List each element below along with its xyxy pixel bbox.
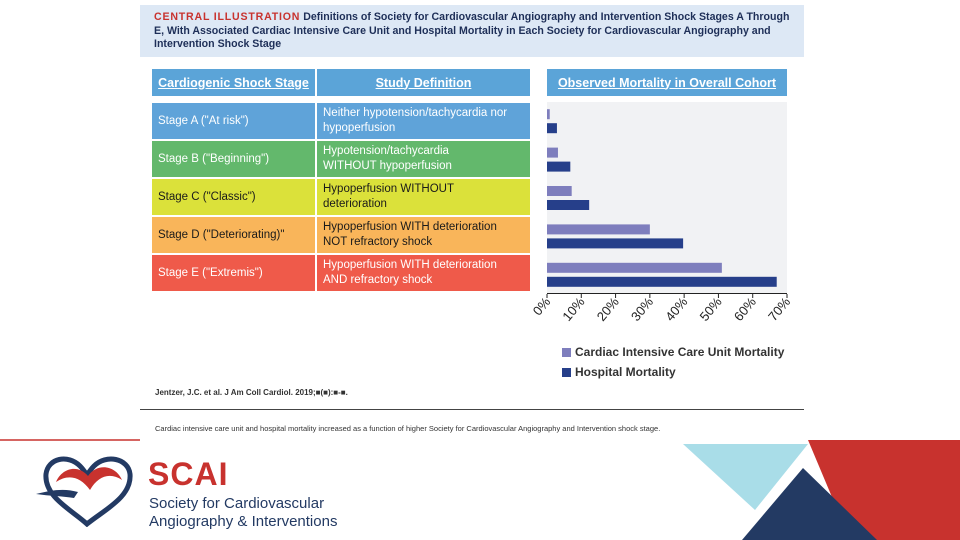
legend-swatch-cicu (562, 347, 571, 357)
navy-shape (742, 468, 877, 540)
legend-swatch-hospital (562, 367, 571, 377)
definition-cell: Hypoperfusion WITH deterioration NOT refr… (317, 217, 530, 253)
illustration-header: CENTRAL ILLUSTRATION Definitions of Soci… (140, 5, 804, 57)
column-header-definition: Study Definition (317, 69, 530, 96)
definition-cell: Neither hypotension/tachycardia nor hypop… (317, 103, 530, 139)
stage-cell: Stage E ("Extremis") (152, 255, 315, 291)
definition-cell: Hypoperfusion WITH deterioration AND refr… (317, 255, 530, 291)
stage-label: Stage C ("Classic") (158, 190, 256, 203)
legend-label-cicu: Cardiac Intensive Care Unit Mortality (575, 345, 785, 359)
x-tick-label: 20% (594, 294, 622, 324)
definition-line-2: NOT refractory shock (323, 236, 433, 248)
x-tick-label: 60% (731, 294, 759, 324)
illustration-title: Definitions of Society for Cardiovascula… (154, 11, 790, 51)
stage-cell: Stage D ("Deteriorating)" (152, 217, 315, 253)
bar-hospital-stage-c (547, 200, 590, 210)
chart-title: Observed Mortality in Overall Cohort (547, 69, 787, 96)
legend-item-hospital: Hospital Mortality (562, 365, 676, 379)
definition-line-2: deterioration (323, 198, 387, 210)
stage-label: Stage E ("Extremis") (158, 266, 263, 279)
bar-cicu-stage-e (547, 262, 722, 273)
stage-cell: Stage B ("Beginning") (152, 141, 315, 177)
stage-cell: Stage A ("At risk") (152, 103, 315, 139)
bar-hospital-stage-e (547, 276, 777, 287)
definition-line-1: Hypoperfusion WITHOUT (323, 183, 455, 195)
definition-line-2: AND refractory shock (323, 274, 433, 286)
bar-cicu-stage-d (547, 224, 650, 235)
x-tick-label: 70% (765, 294, 793, 324)
bar-hospital-stage-d (547, 238, 684, 249)
scai-full-name-line2: Angiography & Interventions (149, 513, 338, 530)
scai-heart-logo-icon (36, 456, 133, 527)
x-tick-label: 50% (697, 294, 725, 324)
x-tick-label: 40% (662, 294, 690, 324)
mortality-chart-svg (547, 109, 787, 294)
definition-line-1: Neither hypotension/tachycardia nor (323, 107, 508, 119)
definition-line-1: Hypotension/tachycardia (323, 145, 449, 157)
bar-cicu-stage-b (547, 147, 558, 158)
light-blue-shape (683, 444, 808, 510)
scai-full-name-line1: Society for Cardiovascular (149, 495, 325, 512)
definition-cell: Hypoperfusion WITHOUT deterioration (317, 179, 530, 215)
column-header-stage: Cardiogenic Shock Stage (152, 69, 315, 96)
scai-wordmark: SCAI (148, 456, 229, 492)
x-tick-label: 10% (559, 294, 587, 324)
legend-label-hospital: Hospital Mortality (575, 365, 676, 379)
stage-cell: Stage C ("Classic") (152, 179, 315, 215)
bar-cicu-stage-c (547, 186, 572, 196)
definition-line-1: Hypoperfusion WITH deterioration (323, 259, 497, 271)
x-tick-label: 30% (628, 294, 656, 324)
bar-hospital-stage-b (547, 161, 571, 172)
x-tick-label: 0% (530, 294, 554, 318)
illustration-label: CENTRAL ILLUSTRATION (154, 11, 301, 23)
definition-line-1: Hypoperfusion WITH deterioration (323, 221, 497, 233)
stage-label: Stage B ("Beginning") (158, 152, 270, 165)
bar-hospital-stage-a (547, 123, 557, 134)
bar-cicu-stage-a (547, 109, 550, 120)
stage-label: Stage D ("Deteriorating)" (158, 228, 285, 241)
legend-item-cicu: Cardiac Intensive Care Unit Mortality (562, 345, 784, 359)
definition-line-2: hypoperfusion (323, 122, 396, 134)
mortality-chart (547, 102, 787, 294)
definition-line-2: WITHOUT hypoperfusion (323, 160, 452, 172)
stage-label: Stage A ("At risk") (158, 114, 249, 127)
x-axis-tick-labels: 0% 10% 20% 30% 40% 50% 60% 70% (530, 294, 794, 324)
definition-cell: Hypotension/tachycardia WITHOUT hypoperfu… (317, 141, 530, 177)
